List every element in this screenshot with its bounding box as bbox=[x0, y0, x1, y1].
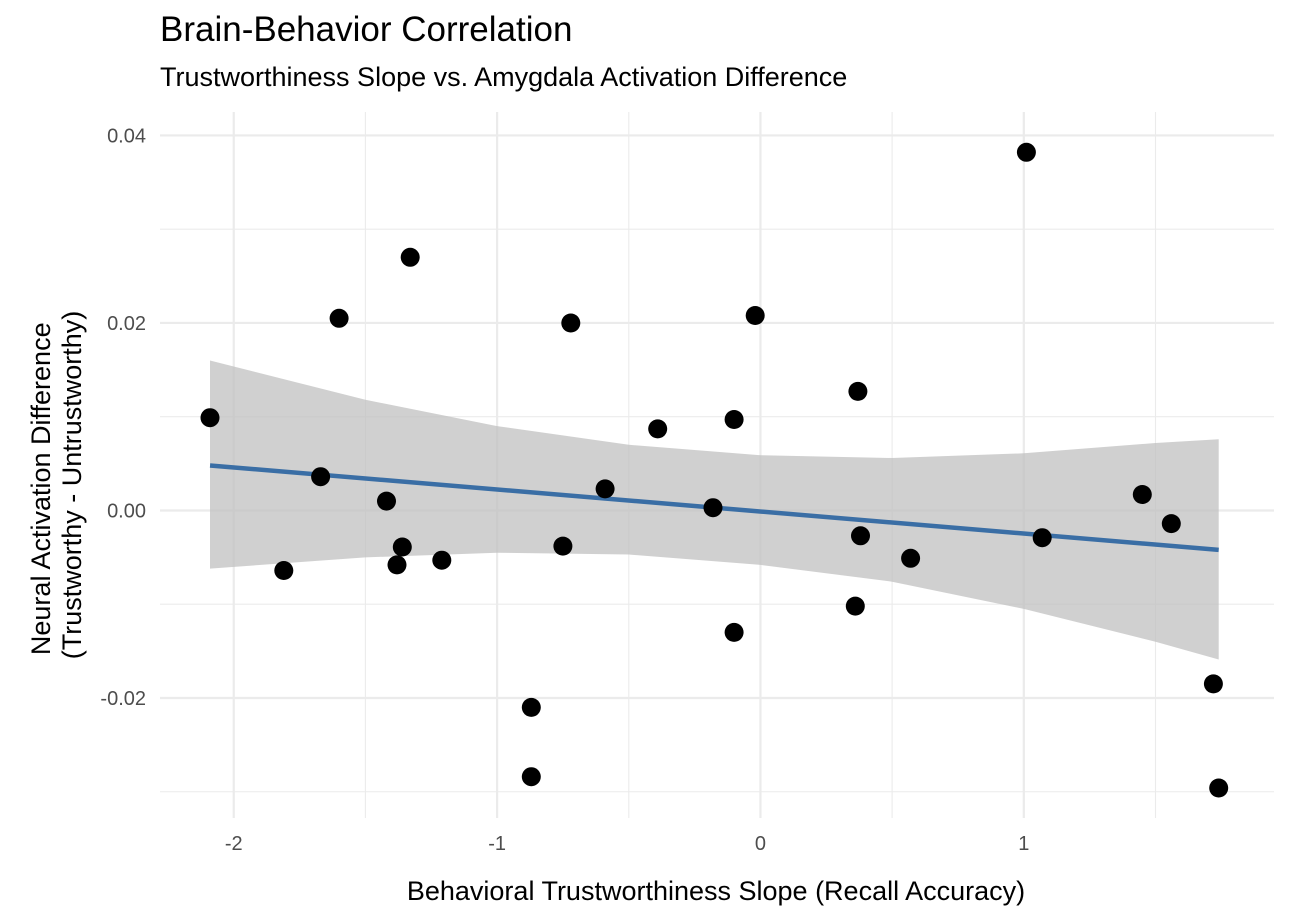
data-point bbox=[521, 767, 541, 787]
data-point bbox=[724, 622, 744, 642]
data-point bbox=[561, 313, 581, 333]
data-point bbox=[274, 561, 294, 580]
chart-title: Brain-Behavior Correlation bbox=[160, 10, 573, 49]
data-point bbox=[521, 697, 541, 717]
x-axis-title: Behavioral Trustworthiness Slope (Recall… bbox=[407, 876, 1025, 906]
data-point bbox=[1203, 674, 1223, 694]
data-point bbox=[648, 419, 668, 439]
y-tick-label: 0.02 bbox=[107, 313, 146, 335]
x-tick-label: 0 bbox=[755, 833, 766, 855]
data-point bbox=[724, 410, 744, 429]
data-point bbox=[703, 498, 723, 518]
data-point bbox=[745, 306, 765, 325]
data-point bbox=[1016, 142, 1036, 162]
chart-subtitle: Trustworthiness Slope vs. Amygdala Activ… bbox=[160, 62, 848, 92]
y-axis-title-line-1: Neural Activation Difference bbox=[26, 322, 56, 655]
data-point bbox=[200, 408, 220, 428]
data-point bbox=[392, 537, 412, 557]
y-axis-title-line-2: (Trustworthy - Untrustworthy) bbox=[57, 311, 87, 660]
data-point bbox=[329, 308, 349, 328]
data-point bbox=[400, 247, 420, 267]
x-tick-label: -2 bbox=[225, 833, 243, 855]
x-axis-tick-labels: -2 -1 0 1 bbox=[225, 833, 1030, 855]
y-tick-label: 0.04 bbox=[107, 125, 146, 147]
data-point bbox=[432, 550, 452, 570]
data-point bbox=[377, 491, 396, 511]
data-point bbox=[387, 555, 407, 575]
data-point bbox=[845, 596, 865, 616]
data-point bbox=[1161, 514, 1181, 534]
data-point bbox=[553, 536, 573, 556]
data-points bbox=[200, 142, 1229, 798]
data-point bbox=[848, 381, 868, 401]
x-tick-label: 1 bbox=[1018, 833, 1029, 855]
y-axis-title: Neural Activation Difference (Trustworth… bbox=[26, 311, 87, 660]
x-tick-label: -1 bbox=[488, 833, 506, 855]
data-point bbox=[311, 467, 331, 487]
data-point bbox=[1132, 485, 1152, 504]
data-point bbox=[1032, 528, 1052, 548]
y-tick-label: 0.00 bbox=[107, 500, 146, 522]
data-point bbox=[901, 548, 921, 568]
y-axis-tick-labels: -0.02 0.00 0.02 0.04 bbox=[100, 125, 146, 710]
y-tick-label: -0.02 bbox=[100, 688, 146, 710]
data-point bbox=[1209, 778, 1229, 798]
data-point bbox=[595, 479, 615, 499]
data-point bbox=[851, 526, 870, 546]
